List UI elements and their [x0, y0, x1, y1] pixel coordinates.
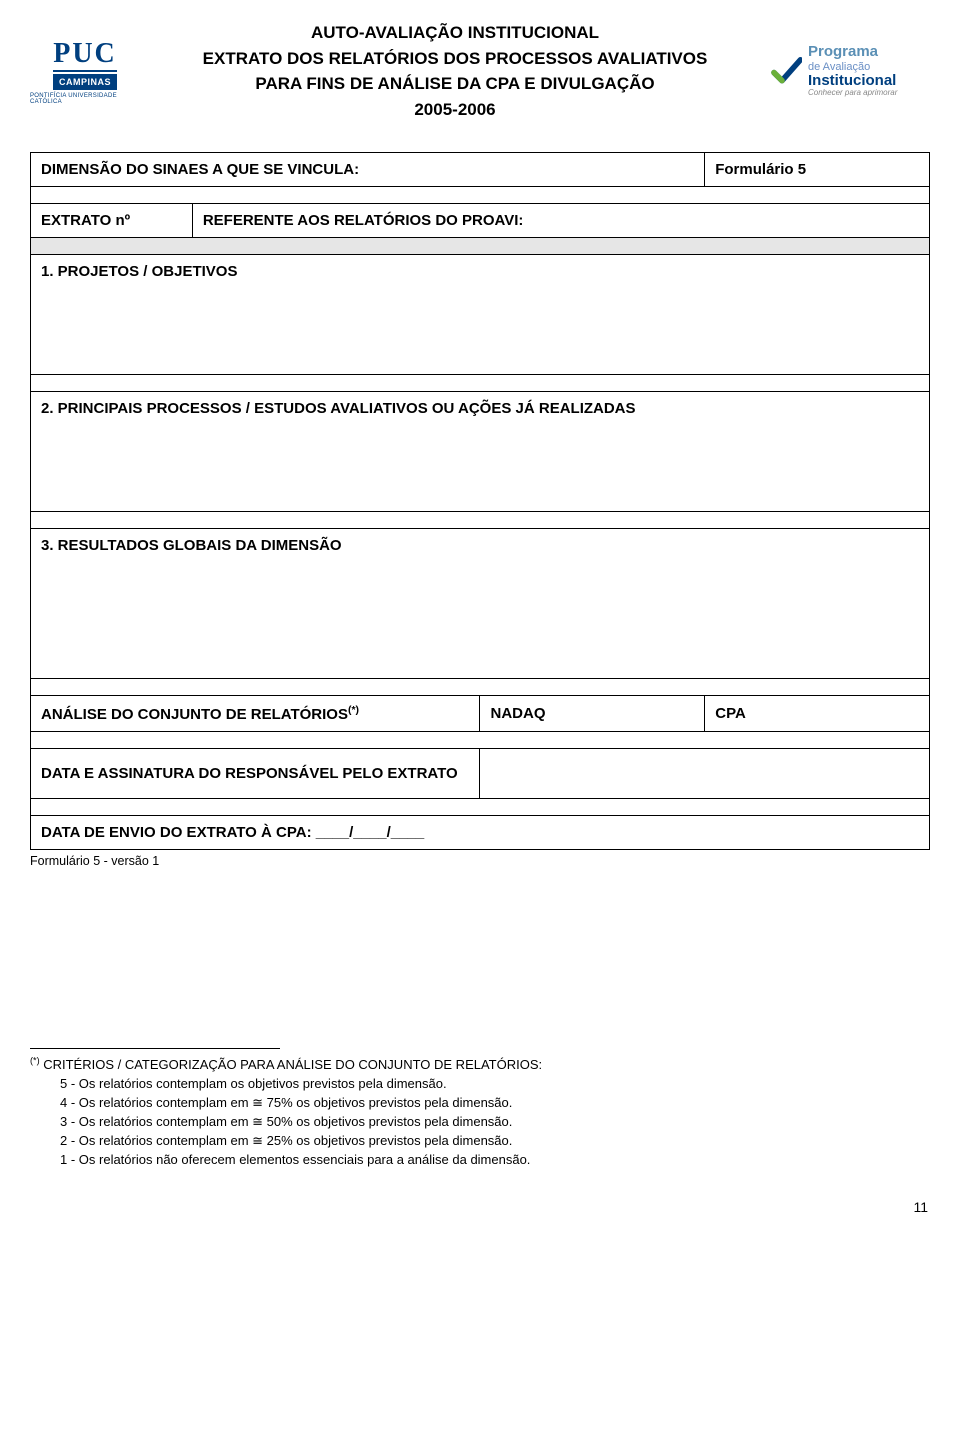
document-title: AUTO-AVALIAÇÃO INSTITUCIONAL EXTRATO DOS… — [140, 20, 770, 122]
cell-nadaq: NADAQ — [480, 696, 705, 732]
page-number: 11 — [30, 1199, 930, 1215]
row-analise: ANÁLISE DO CONJUNTO DE RELATÓRIOS(*) NAD… — [31, 696, 930, 732]
spacer — [31, 375, 930, 392]
footnote-sup: (*) — [30, 1056, 40, 1066]
spacer — [31, 512, 930, 529]
cell-cpa: CPA — [705, 696, 930, 732]
cell-dimensao-label: DIMENSÃO DO SINAES A QUE SE VINCULA: — [31, 153, 705, 187]
row-dimensao: DIMENSÃO DO SINAES A QUE SE VINCULA: For… — [31, 153, 930, 187]
footnote-item: 4 - Os relatórios contemplam em ≅ 75% os… — [30, 1094, 930, 1113]
logo-campinas-box: CAMPINAS — [53, 74, 117, 90]
logo-r-l3: Institucional — [808, 73, 897, 90]
footnote-item: 1 - Os relatórios não oferecem elementos… — [30, 1151, 930, 1170]
row-resultados: 3. RESULTADOS GLOBAIS DA DIMENSÃO — [31, 529, 930, 679]
cell-processos: 2. PRINCIPAIS PROCESSOS / ESTUDOS AVALIA… — [31, 392, 930, 512]
title-line-1: AUTO-AVALIAÇÃO INSTITUCIONAL — [150, 20, 760, 46]
logo-r-l2: de Avaliação — [808, 61, 897, 73]
footnote-item: 5 - Os relatórios contemplam os objetivo… — [30, 1075, 930, 1094]
footnote-title-text: CRITÉRIOS / CATEGORIZAÇÃO PARA ANÁLISE D… — [40, 1057, 543, 1072]
analise-sup: (*) — [348, 704, 359, 716]
spacer — [31, 679, 930, 696]
cell-formulario-label: Formulário 5 — [705, 153, 930, 187]
gray-spacer — [31, 238, 930, 255]
logo-puc-text: PUC — [53, 38, 117, 72]
row-projetos: 1. PROJETOS / OBJETIVOS — [31, 255, 930, 375]
checkmark-icon — [770, 55, 802, 87]
logo-puc-campinas: PUC CAMPINAS PONTIFÍCIA UNIVERSIDADE CAT… — [30, 38, 140, 105]
footnote-item: 2 - Os relatórios contemplam em ≅ 25% os… — [30, 1132, 930, 1151]
footnote-title: (*) CRITÉRIOS / CATEGORIZAÇÃO PARA ANÁLI… — [30, 1057, 542, 1072]
footnote-separator — [30, 1048, 280, 1049]
cell-data-envio: DATA DE ENVIO DO EXTRATO À CPA: ____/___… — [31, 816, 930, 850]
title-line-2: EXTRATO DOS RELATÓRIOS DOS PROCESSOS AVA… — [150, 46, 760, 72]
document-body: DIMENSÃO DO SINAES A QUE SE VINCULA: For… — [0, 152, 960, 1235]
logo-r-l4: Conhecer para aprimorar — [808, 89, 897, 98]
title-line-4: 2005-2006 — [150, 97, 760, 123]
cell-referente-label: REFERENTE AOS RELATÓRIOS DO PROAVI: — [192, 204, 929, 238]
cell-assinatura-blank — [480, 749, 930, 799]
cell-resultados: 3. RESULTADOS GLOBAIS DA DIMENSÃO — [31, 529, 930, 679]
cell-data-assinatura: DATA E ASSINATURA DO RESPONSÁVEL PELO EX… — [31, 749, 480, 799]
logo-subtext: PONTIFÍCIA UNIVERSIDADE CATÓLICA — [30, 93, 140, 105]
document-header: PUC CAMPINAS PONTIFÍCIA UNIVERSIDADE CAT… — [0, 0, 960, 132]
form-table: DIMENSÃO DO SINAES A QUE SE VINCULA: For… — [30, 152, 930, 850]
cell-projetos: 1. PROJETOS / OBJETIVOS — [31, 255, 930, 375]
row-data-assinatura: DATA E ASSINATURA DO RESPONSÁVEL PELO EX… — [31, 749, 930, 799]
footnote-block: (*) CRITÉRIOS / CATEGORIZAÇÃO PARA ANÁLI… — [30, 1055, 930, 1169]
footnote-item: 3 - Os relatórios contemplam em ≅ 50% os… — [30, 1113, 930, 1132]
cell-extrato-label: EXTRATO nº — [31, 204, 193, 238]
spacer — [31, 799, 930, 816]
row-data-envio: DATA DE ENVIO DO EXTRATO À CPA: ____/___… — [31, 816, 930, 850]
logo-right-text: Programa de Avaliação Institucional Conh… — [808, 44, 897, 98]
row-extrato: EXTRATO nº REFERENTE AOS RELATÓRIOS DO P… — [31, 204, 930, 238]
logo-r-l1: Programa — [808, 44, 897, 61]
version-note: Formulário 5 - versão 1 — [30, 854, 930, 868]
logo-programa-avaliacao: Programa de Avaliação Institucional Conh… — [770, 44, 930, 98]
title-line-3: PARA FINS DE ANÁLISE DA CPA E DIVULGAÇÃO — [150, 71, 760, 97]
footnote-list: 5 - Os relatórios contemplam os objetivo… — [30, 1075, 930, 1169]
spacer — [31, 732, 930, 749]
analise-text: ANÁLISE DO CONJUNTO DE RELATÓRIOS — [41, 706, 348, 723]
row-processos: 2. PRINCIPAIS PROCESSOS / ESTUDOS AVALIA… — [31, 392, 930, 512]
logo-puc-main: PUC — [53, 38, 117, 72]
spacer — [31, 187, 930, 204]
cell-analise-label: ANÁLISE DO CONJUNTO DE RELATÓRIOS(*) — [31, 696, 480, 732]
